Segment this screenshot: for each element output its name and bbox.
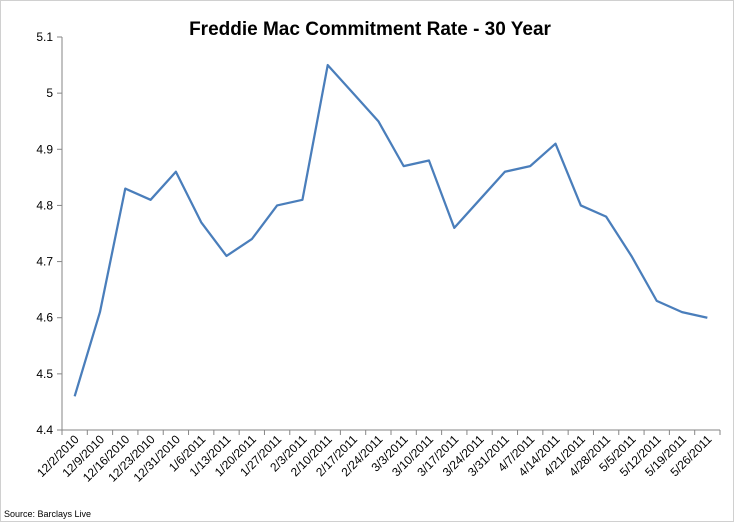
y-tick-label: 4.7 (36, 255, 53, 269)
y-tick-label: 4.8 (36, 198, 53, 212)
y-tick-label: 5 (46, 86, 53, 100)
source-note: Source: Barclays Live (4, 509, 91, 519)
data-line (73, 63, 708, 397)
y-tick-label: 5.1 (36, 30, 53, 44)
chart-title: Freddie Mac Commitment Rate - 30 Year (189, 19, 551, 40)
y-tick-label: 4.9 (36, 142, 53, 156)
y-tick-label: 4.4 (36, 423, 53, 437)
y-tick-label: 4.6 (36, 311, 53, 325)
y-tick-label: 4.5 (36, 367, 53, 381)
